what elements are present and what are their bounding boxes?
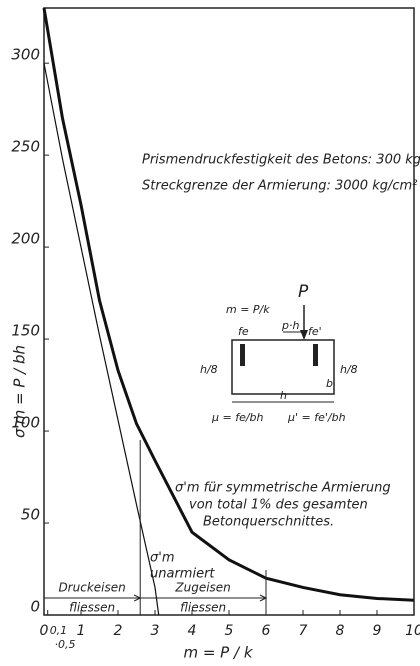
y-tick-label: 0 — [30, 598, 40, 616]
x-tick-label: 5 — [225, 623, 234, 639]
x-tick-label: 2 — [114, 623, 123, 639]
x-tick-label: 4 — [188, 623, 197, 639]
inset-label: b — [326, 377, 333, 390]
curve-label: unarmiert — [150, 567, 215, 582]
y-tick-label: 250 — [11, 138, 40, 156]
inset-label: p·h — [281, 319, 299, 332]
curve-label: σ'm für symmetrische Armierung — [175, 481, 391, 496]
x-tick-label: 0,1 — [50, 624, 67, 637]
x-tick-label: 7 — [299, 623, 308, 639]
range-label: fliessen — [69, 601, 115, 615]
x-tick-label: 1 — [77, 623, 86, 639]
curve — [43, 63, 160, 616]
section — [231, 339, 335, 395]
info: Prismendruckfestigkeit des Betons: 300 k… — [142, 153, 420, 168]
y-tick-label: 150 — [11, 322, 40, 340]
x-tick-label: 0 — [40, 623, 49, 639]
inset-label: μ = fe/bh — [211, 411, 264, 424]
y-tick-label: 50 — [21, 506, 40, 524]
range-label: Druckeisen — [58, 581, 125, 595]
inset: m = P/k P p·h fe fe' h/8 h/8 h b μ = fe/… — [200, 282, 358, 424]
inset-label: h/8 — [340, 363, 358, 376]
curve-label: Betonquerschnittes. — [203, 515, 334, 530]
y-axis-label: σ'm = P / bh — [11, 345, 29, 438]
info: Streckgrenze der Armierung: 3000 kg/cm² — [142, 179, 417, 194]
rebar — [313, 344, 318, 366]
inset-label: fe' — [308, 325, 322, 338]
curve-label: σ'm — [150, 551, 174, 566]
range-label: Zugeisen — [174, 581, 230, 595]
x-tick-label: 8 — [336, 623, 345, 639]
inset-label: P — [298, 282, 309, 302]
x-tick-label: 3 — [151, 623, 160, 639]
inset-label: μ' = fe'/bh — [287, 411, 346, 424]
rebar — [240, 344, 245, 366]
y-tick-label: 100 — [11, 414, 40, 432]
range-label: fliessen — [180, 601, 226, 615]
inset-label: h — [280, 389, 287, 402]
curve-label: von total 1% des gesamten — [189, 498, 368, 513]
x-tick-label: 9 — [373, 623, 382, 639]
x-tick-label: ·0,5 — [55, 638, 76, 651]
inset-label: h/8 — [200, 363, 218, 376]
x-axis-label: m = P / k — [183, 644, 253, 662]
y-tick-label: 200 — [11, 230, 40, 248]
curve — [42, 7, 415, 602]
x-tick-label: 10 — [405, 623, 420, 639]
inset-label: fe — [238, 325, 249, 338]
inset-label: m = P/k — [226, 303, 270, 316]
y-tick-label: 300 — [11, 46, 40, 64]
x-tick-label: 6 — [262, 623, 271, 639]
